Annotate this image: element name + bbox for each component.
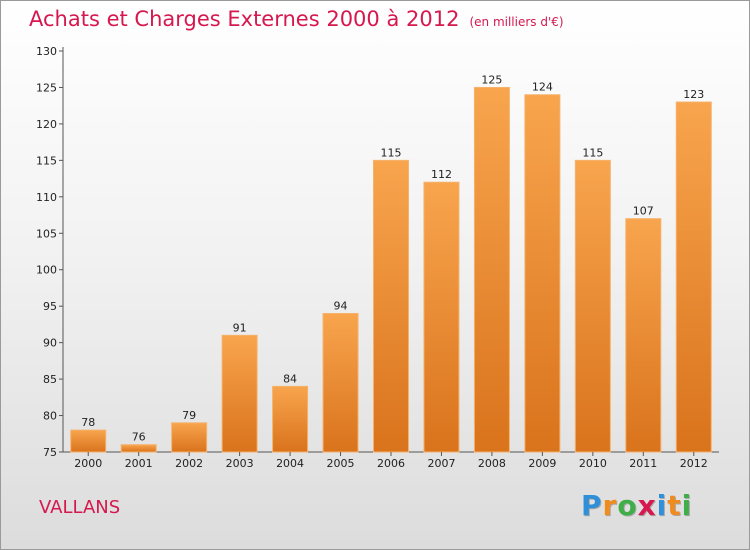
- bar: [675, 101, 712, 453]
- bar: [221, 334, 258, 453]
- logo-letter: r: [602, 489, 618, 522]
- chart-subtitle: (en milliers d'€): [469, 15, 564, 29]
- data-label: 123: [683, 88, 704, 101]
- bar: [171, 422, 208, 453]
- y-tick-label: 115: [36, 154, 57, 167]
- x-tick-label: 2000: [74, 457, 102, 470]
- x-tick-label: 2010: [579, 457, 607, 470]
- x-tick-label: 2004: [276, 457, 304, 470]
- y-tick-label: 90: [43, 337, 57, 350]
- bar: [524, 94, 561, 453]
- bar: [373, 159, 409, 453]
- logo-letter: P: [581, 489, 603, 522]
- commune-name: VALLANS: [39, 497, 121, 518]
- y-tick-label: 130: [36, 45, 57, 58]
- proxiti-logo: Proxiti: [581, 489, 692, 522]
- x-tick-label: 2003: [226, 457, 254, 470]
- x-tick-label: 2011: [629, 457, 657, 470]
- bar: [423, 181, 460, 453]
- logo-letter: o: [617, 489, 638, 522]
- data-label: 115: [582, 146, 603, 159]
- y-tick-label: 105: [36, 227, 57, 240]
- data-label: 112: [431, 168, 452, 181]
- x-tick-label: 2012: [680, 457, 708, 470]
- data-label: 91: [233, 321, 247, 334]
- x-tick-label: 2001: [125, 457, 153, 470]
- bar: [625, 218, 662, 453]
- bar: [272, 385, 309, 453]
- x-tick-label: 2007: [427, 457, 455, 470]
- y-tick-label: 120: [36, 118, 57, 131]
- bar: [120, 444, 157, 453]
- bar: [473, 86, 510, 453]
- x-tick-label: 2006: [377, 457, 405, 470]
- bar: [322, 312, 359, 453]
- logo-letter: x: [637, 489, 657, 522]
- data-label: 115: [381, 146, 402, 159]
- y-tick-label: 110: [36, 191, 57, 204]
- data-label: 84: [283, 372, 297, 385]
- y-tick-label: 125: [36, 81, 57, 94]
- y-tick-label: 85: [43, 373, 57, 386]
- x-tick-label: 2009: [528, 457, 556, 470]
- bar: [574, 159, 611, 453]
- data-label: 76: [132, 431, 146, 444]
- data-label: 79: [182, 409, 196, 422]
- y-tick-label: 100: [36, 264, 57, 277]
- data-label: 124: [532, 81, 553, 94]
- logo-letter: i: [681, 489, 693, 522]
- y-tick-label: 75: [43, 446, 57, 459]
- data-label: 94: [334, 299, 348, 312]
- y-tick-label: 95: [43, 300, 57, 313]
- data-label: 125: [481, 73, 502, 86]
- y-tick-label: 80: [43, 410, 57, 423]
- x-tick-label: 2002: [175, 457, 203, 470]
- bar: [70, 429, 107, 453]
- logo-letter: t: [667, 489, 682, 522]
- data-label: 78: [81, 416, 95, 429]
- data-label: 107: [633, 205, 654, 218]
- x-tick-label: 2005: [327, 457, 355, 470]
- logo-letter: i: [656, 489, 668, 522]
- x-tick-label: 2008: [478, 457, 506, 470]
- chart-title-text: Achats et Charges Externes 2000 à 2012: [29, 7, 460, 31]
- chart-title: Achats et Charges Externes 2000 à 2012 (e…: [29, 7, 564, 31]
